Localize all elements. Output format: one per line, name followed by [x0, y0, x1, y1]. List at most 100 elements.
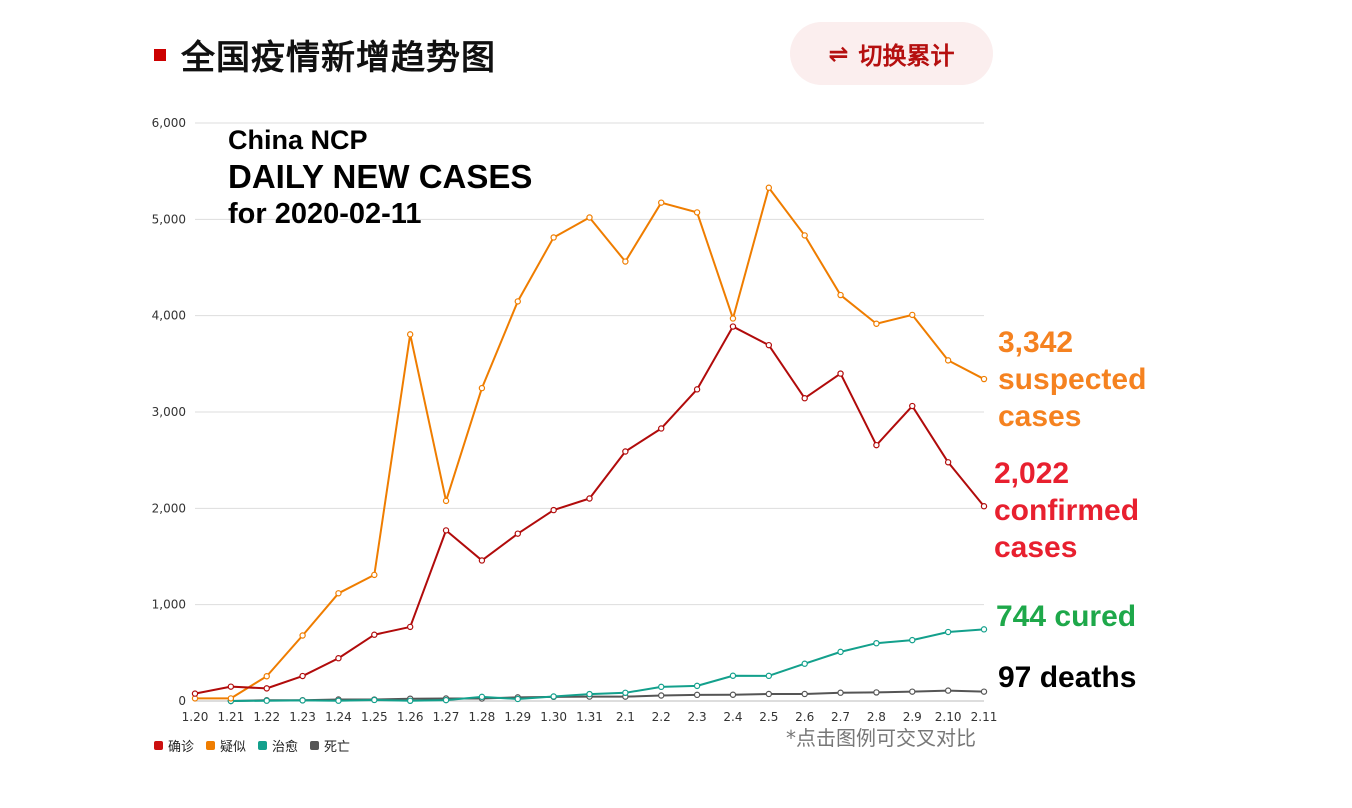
- data-point-cured: [729, 672, 737, 679]
- data-point-cured: [765, 672, 773, 680]
- x-tick-label: 2.8: [867, 710, 886, 724]
- data-point-confirmed: [909, 402, 916, 410]
- data-point-suspected: [693, 209, 701, 216]
- data-point-confirmed: [765, 341, 773, 349]
- data-point-confirmed: [801, 395, 808, 402]
- toggle-cumulative-button[interactable]: ⇌ 切换累计: [790, 22, 993, 85]
- data-point-confirmed: [873, 441, 880, 449]
- title-row: 全国疫情新增趋势图: [154, 30, 496, 79]
- data-point-cured: [944, 628, 952, 636]
- data-point-cured: [406, 697, 414, 705]
- data-point-confirmed: [406, 623, 414, 631]
- legend-label-deaths: 死亡: [324, 740, 351, 755]
- cured-callout: 744 cured: [996, 600, 1137, 633]
- data-point-confirmed: [729, 323, 737, 330]
- title-marker: [154, 48, 166, 61]
- y-tick-label: 1,000: [152, 598, 186, 612]
- overlay-line-3: for 2020-02-11: [228, 198, 422, 231]
- legend-swatch-deaths: [310, 741, 320, 750]
- data-point-suspected: [299, 632, 306, 639]
- data-point-confirmed: [622, 448, 629, 455]
- chart-overlay-title: China NCP DAILY NEW CASES for 2020-02-11: [228, 124, 532, 233]
- data-point-confirmed: [550, 506, 557, 514]
- page-title: 全国疫情新增趋势图: [181, 38, 496, 78]
- legend-label-cured: 治愈: [272, 740, 299, 755]
- data-point-cured: [658, 683, 665, 691]
- swap-arrows-icon: ⇌: [828, 39, 849, 68]
- x-tick-label: 1.22: [253, 710, 280, 724]
- legend-item-confirmed[interactable]: 确诊: [154, 736, 194, 755]
- x-tick-label: 1.20: [182, 710, 209, 724]
- legend-swatch-confirmed: [154, 741, 163, 750]
- data-point-confirmed: [980, 503, 988, 510]
- data-point-suspected: [263, 673, 270, 680]
- data-point-cured: [693, 682, 701, 690]
- data-point-confirmed: [944, 459, 952, 466]
- data-point-cured: [263, 697, 270, 704]
- data-point-cured: [980, 626, 988, 633]
- legend-item-cured[interactable]: 治愈: [258, 736, 298, 755]
- data-point-confirmed: [442, 527, 450, 534]
- data-point-deaths: [693, 691, 701, 699]
- x-tick-label: 2.5: [759, 710, 778, 724]
- legend-hint-text: *点击图例可交叉对比: [786, 726, 976, 750]
- data-point-suspected: [406, 331, 414, 338]
- data-point-deaths: [765, 690, 773, 698]
- data-point-deaths: [801, 690, 808, 698]
- x-tick-label: 2.4: [723, 710, 742, 724]
- data-point-deaths: [980, 688, 988, 695]
- data-point-suspected: [944, 357, 952, 364]
- data-point-suspected: [514, 298, 521, 305]
- data-point-suspected: [622, 258, 629, 265]
- legend-label-suspected: 疑似: [220, 740, 247, 755]
- x-tick-label: 1.28: [469, 710, 496, 724]
- data-point-suspected: [873, 320, 880, 327]
- data-point-cured: [909, 636, 916, 644]
- y-tick-label: 0: [178, 694, 186, 708]
- data-point-confirmed: [693, 386, 701, 393]
- data-point-suspected: [550, 234, 557, 241]
- data-point-confirmed: [837, 370, 844, 377]
- data-point-suspected: [909, 311, 916, 319]
- x-tick-label: 1.26: [397, 710, 424, 724]
- confirmed-callout: 2,022 confirmed cases: [994, 455, 1139, 566]
- data-point-confirmed: [371, 631, 378, 638]
- legend-item-deaths[interactable]: 死亡: [310, 736, 350, 755]
- x-tick-label: 1.23: [289, 710, 316, 724]
- data-point-deaths: [944, 687, 952, 694]
- data-point-deaths: [729, 691, 737, 698]
- x-tick-label: 2.7: [831, 710, 850, 724]
- data-point-cured: [586, 690, 593, 698]
- x-tick-label: 2.2: [652, 710, 671, 724]
- x-tick-label: 1.31: [576, 710, 603, 724]
- toggle-cumulative-label: 切换累计: [858, 42, 955, 70]
- series-line-deaths: [230, 689, 985, 702]
- series-line-confirmed: [194, 325, 985, 695]
- x-tick-label: 2.6: [795, 710, 814, 724]
- data-point-deaths: [837, 689, 844, 696]
- data-point-cured: [550, 693, 557, 700]
- x-tick-label: 1.21: [218, 710, 245, 724]
- data-point-confirmed: [478, 557, 486, 564]
- data-point-confirmed: [227, 683, 235, 690]
- x-tick-label: 2.10: [935, 710, 962, 724]
- data-point-confirmed: [658, 425, 665, 432]
- y-tick-label: 4,000: [152, 309, 186, 323]
- data-point-cured: [299, 697, 306, 704]
- data-point-confirmed: [514, 530, 521, 537]
- overlay-line-1: China NCP: [228, 125, 368, 155]
- suspected-label-1: suspected: [998, 363, 1147, 396]
- series-line-cured: [230, 628, 985, 702]
- legend-item-suspected[interactable]: 疑似: [206, 736, 246, 755]
- confirmed-label-2: cases: [994, 531, 1078, 564]
- data-point-suspected: [729, 315, 737, 322]
- data-point-deaths: [658, 692, 665, 699]
- x-tick-label: 1.24: [325, 710, 352, 724]
- data-point-cured: [622, 689, 629, 697]
- x-tick-label: 1.25: [361, 710, 388, 724]
- x-tick-label: 1.27: [433, 710, 460, 724]
- data-point-cured: [837, 648, 844, 656]
- data-point-suspected: [227, 695, 235, 702]
- suspected-label-2: cases: [998, 400, 1082, 433]
- data-point-confirmed: [335, 655, 342, 662]
